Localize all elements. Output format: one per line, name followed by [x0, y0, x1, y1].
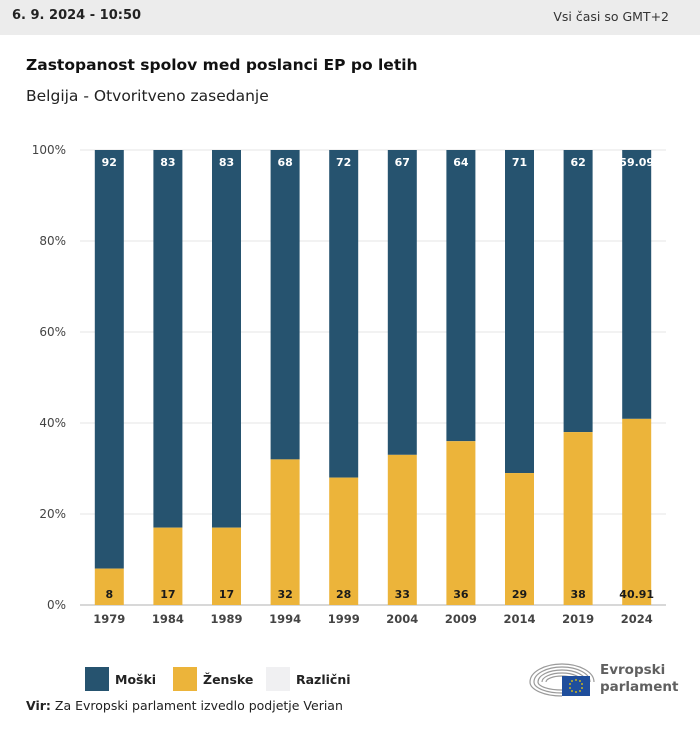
data-label-men: 62	[570, 156, 585, 169]
legend-swatch-men	[85, 667, 109, 691]
x-tick-label: 1979	[93, 612, 125, 626]
logo-line-2: parlament	[600, 679, 679, 695]
bar-men	[94, 150, 124, 569]
bar-women	[153, 527, 183, 605]
bar-men	[505, 150, 534, 474]
x-tick-label: 1999	[328, 612, 360, 626]
data-label-women: 29	[512, 588, 527, 601]
x-tick-label: 1984	[152, 612, 184, 626]
x-tick-label: 2014	[503, 612, 535, 626]
bar-men	[446, 150, 476, 442]
eu-flag-icon	[562, 676, 590, 696]
source-prefix: Vir:	[26, 698, 51, 713]
data-label-men: 64	[453, 156, 469, 169]
legend-swatch-women	[173, 667, 197, 691]
x-tick-label: 2024	[621, 612, 653, 626]
y-tick-label: 0%	[47, 598, 66, 612]
data-label-men: 71	[512, 156, 527, 169]
timestamp: 6. 9. 2024 - 10:50	[12, 8, 142, 23]
bar-men	[387, 150, 417, 455]
parliament-hemicycle-icon	[529, 663, 595, 697]
bar-women	[94, 568, 124, 605]
data-label-men: 83	[160, 156, 175, 169]
data-label-women: 40.91	[619, 588, 654, 601]
data-label-women: 8	[105, 588, 113, 601]
stacked-bar-chart: 0% 20% 40% 60% 80% 100% 92 8 1979 83 17 1984 83 17 198…	[32, 143, 666, 626]
data-label-men: 83	[219, 156, 234, 169]
data-label-women: 32	[277, 588, 292, 601]
ep-logo: Evropski parlament	[528, 660, 678, 700]
legend-label-men: Moški	[115, 672, 157, 687]
chart-title: Zastopanost spolov med poslanci EP po le…	[26, 56, 418, 74]
bar-women	[270, 459, 300, 605]
data-label-men: 68	[277, 156, 292, 169]
x-tick-label: 2004	[386, 612, 418, 626]
legend-label-diverse: Različni	[296, 672, 351, 687]
x-tick-label: 1994	[269, 612, 301, 626]
legend-swatch-diverse	[266, 667, 290, 691]
y-tick-label: 40%	[39, 416, 66, 430]
y-tick-label: 60%	[39, 325, 66, 339]
x-tick-label: 2009	[445, 612, 477, 626]
data-label-women: 38	[570, 588, 585, 601]
bar-men	[329, 150, 359, 478]
bar-men	[153, 150, 183, 528]
data-label-women: 17	[160, 588, 175, 601]
top-bar: 6. 9. 2024 - 10:50 Vsi časi so GMT+2	[0, 0, 700, 35]
data-label-women: 28	[336, 588, 351, 601]
data-label-men: 67	[395, 156, 410, 169]
bar-men	[622, 150, 652, 419]
source-note: Vir: Za Evropski parlament izvedlo podje…	[26, 698, 343, 713]
data-label-men: 92	[102, 156, 117, 169]
x-tick-label: 2019	[562, 612, 594, 626]
source-text: Za Evropski parlament izvedlo podjetje V…	[54, 698, 343, 713]
data-label-men: 72	[336, 156, 351, 169]
data-label-women: 33	[395, 588, 410, 601]
bar-women	[329, 477, 359, 605]
y-tick-label: 20%	[39, 507, 66, 521]
bar-men	[563, 150, 593, 433]
logo-line-1: Evropski	[600, 662, 666, 678]
bar-men	[270, 150, 300, 460]
y-tick-label: 100%	[32, 143, 66, 157]
bar-women	[563, 432, 593, 605]
data-label-men: 59.09	[619, 156, 654, 169]
logo-wordmark: Evropski parlament	[600, 662, 678, 696]
data-label-women: 36	[453, 588, 469, 601]
bar-women	[212, 527, 241, 605]
bar-women	[446, 441, 476, 605]
chart-subtitle: Belgija - Otvoritveno zasedanje	[26, 87, 269, 105]
x-tick-label: 1989	[210, 612, 242, 626]
bar-women	[505, 473, 534, 605]
y-tick-label: 80%	[39, 234, 66, 248]
timezone-note: Vsi časi so GMT+2	[553, 9, 669, 24]
legend-label-women: Ženske	[203, 672, 254, 687]
bar-women	[387, 454, 417, 605]
data-label-women: 17	[219, 588, 234, 601]
bar-men	[212, 150, 241, 528]
bar-women	[622, 418, 652, 605]
